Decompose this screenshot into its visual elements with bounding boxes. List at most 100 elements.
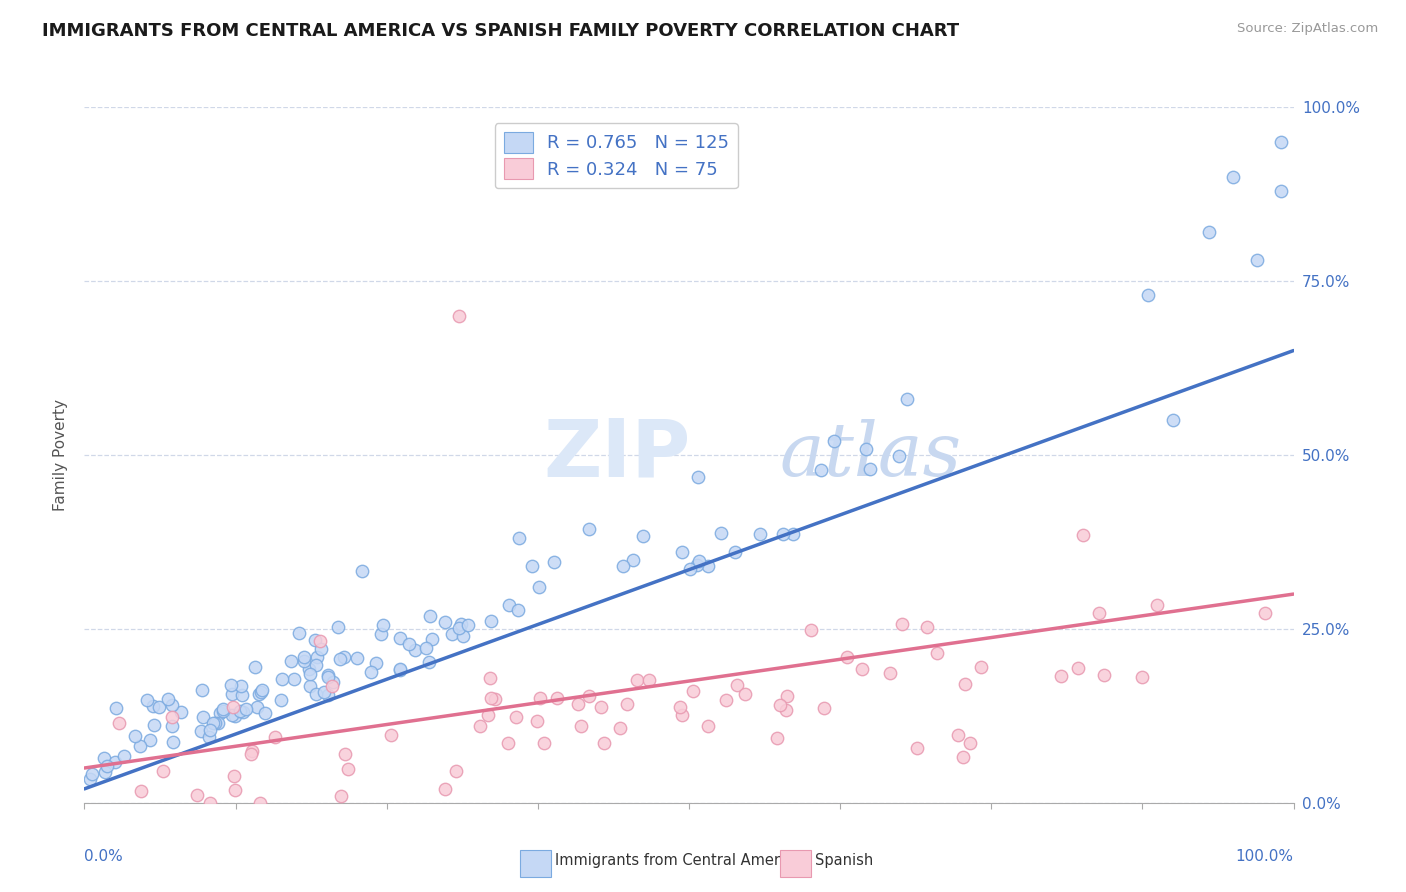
Point	[298, 662, 321, 676]
Point	[250, 685, 273, 699]
Point	[186, 788, 208, 802]
Point	[612, 558, 634, 573]
Point	[143, 717, 166, 731]
Point	[1146, 598, 1168, 612]
Point	[311, 642, 333, 657]
Point	[697, 718, 720, 732]
Point	[360, 665, 382, 680]
Text: Source: ZipAtlas.com: Source: ZipAtlas.com	[1237, 22, 1378, 36]
Point	[104, 701, 127, 715]
Point	[235, 702, 257, 716]
Point	[370, 627, 392, 641]
Point	[229, 679, 252, 693]
Point	[280, 654, 302, 668]
Point	[859, 462, 882, 476]
Point	[776, 690, 799, 704]
Point	[782, 526, 804, 541]
Point	[688, 470, 710, 484]
Point	[433, 615, 456, 629]
Point	[221, 687, 243, 701]
Point	[211, 702, 233, 716]
Point	[309, 634, 332, 648]
Point	[420, 632, 443, 647]
Point	[224, 708, 246, 723]
Point	[734, 687, 756, 701]
Point	[104, 755, 127, 769]
Point	[896, 392, 918, 407]
Point	[682, 684, 704, 698]
Point	[470, 719, 492, 733]
Point	[1222, 169, 1244, 184]
Point	[316, 688, 339, 702]
Text: 100.0%: 100.0%	[1236, 849, 1294, 863]
Point	[1254, 606, 1277, 620]
Point	[440, 627, 463, 641]
Point	[112, 748, 135, 763]
Point	[835, 650, 858, 665]
Point	[905, 741, 928, 756]
Point	[162, 698, 184, 712]
Point	[688, 554, 710, 568]
Point	[322, 675, 344, 690]
Point	[336, 762, 359, 776]
Point	[546, 690, 568, 705]
Point	[246, 699, 269, 714]
Point	[772, 527, 794, 541]
Point	[526, 714, 548, 729]
Point	[304, 633, 326, 648]
Point	[328, 619, 350, 633]
Point	[621, 553, 644, 567]
Text: Immigrants from Central America: Immigrants from Central America	[555, 854, 801, 868]
Text: Spanish: Spanish	[815, 854, 873, 868]
Point	[299, 679, 322, 693]
Point	[350, 564, 373, 578]
Point	[479, 690, 502, 705]
Point	[609, 721, 631, 735]
Point	[953, 677, 976, 691]
Point	[243, 660, 266, 674]
Point	[312, 685, 335, 699]
Point	[710, 526, 733, 541]
Point	[247, 687, 270, 701]
Point	[484, 692, 506, 706]
Point	[434, 782, 457, 797]
Point	[292, 650, 315, 665]
Point	[139, 733, 162, 747]
Point	[800, 623, 823, 637]
Point	[321, 679, 343, 693]
Point	[389, 662, 412, 676]
Point	[219, 678, 242, 692]
Point	[449, 309, 471, 323]
Point	[129, 739, 152, 753]
Point	[316, 670, 339, 684]
Point	[879, 666, 901, 681]
Point	[298, 667, 321, 681]
Point	[505, 710, 527, 724]
Point	[242, 744, 264, 758]
Point	[333, 649, 356, 664]
Point	[890, 616, 912, 631]
Point	[889, 449, 911, 463]
Point	[543, 556, 565, 570]
Point	[671, 544, 693, 558]
Point	[626, 673, 648, 688]
Point	[449, 621, 471, 635]
Point	[917, 620, 939, 634]
Point	[1161, 413, 1184, 427]
Point	[724, 545, 747, 559]
Point	[769, 698, 792, 712]
Point	[952, 749, 974, 764]
Point	[533, 736, 555, 750]
Point	[686, 558, 709, 572]
Point	[631, 529, 654, 543]
Point	[727, 678, 749, 692]
Point	[451, 629, 474, 643]
Point	[1067, 661, 1090, 675]
Point	[593, 736, 616, 750]
Point	[305, 650, 328, 665]
Point	[1270, 135, 1292, 149]
Point	[419, 609, 441, 624]
Point	[80, 767, 103, 781]
Point	[316, 668, 339, 682]
Text: atlas: atlas	[780, 418, 962, 491]
